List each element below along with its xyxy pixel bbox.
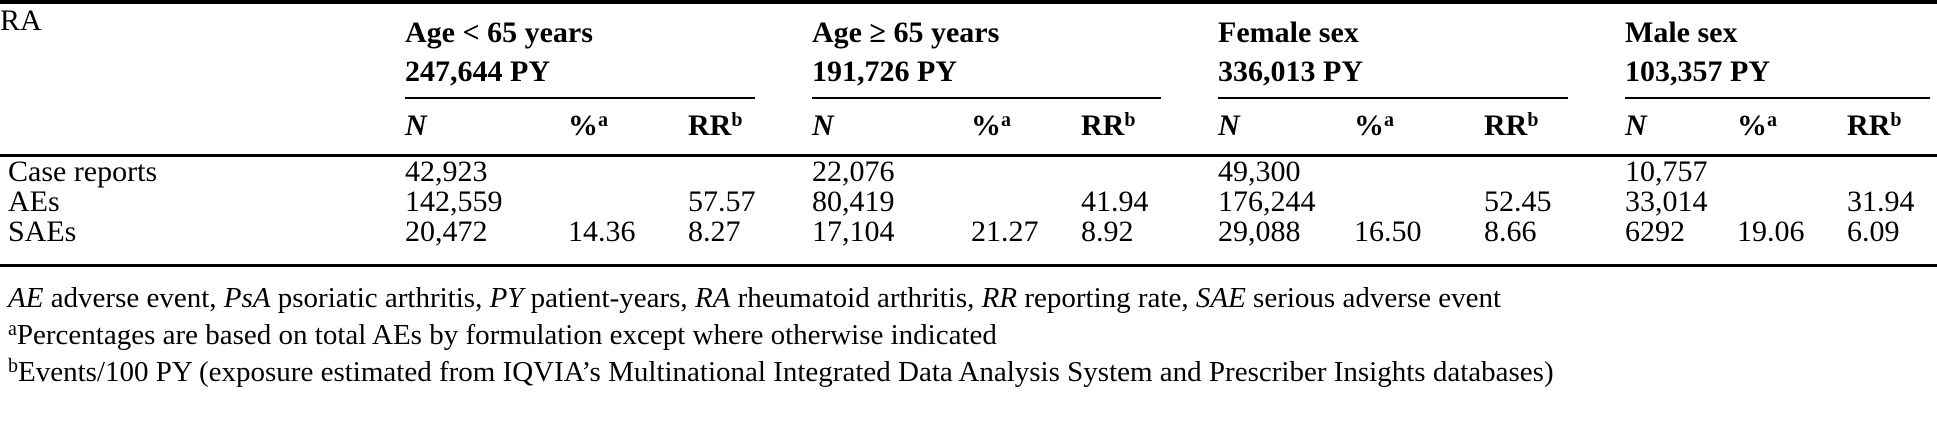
cell-n: 10,757 [1625, 155, 1708, 188]
abbr-term: SAE [1195, 282, 1246, 314]
cell-rr: 31.94 [1847, 185, 1915, 218]
footnote-a: aPercentages are based on total AEs by f… [8, 317, 1937, 354]
cell-rr: 41.94 [1081, 185, 1149, 218]
footnote-b: bEvents/100 PY (exposure estimated from … [8, 354, 1937, 391]
abbr-definition: reporting rate, [1024, 282, 1189, 314]
table-row-aes: AEs 142,559 57.57 80,419 41.94 176,244 5… [0, 187, 1937, 217]
cell-n: 29,088 [1218, 217, 1355, 267]
group-title-line1: Age < 65 years [405, 16, 593, 49]
abbr-definition: adverse event, [50, 282, 217, 314]
col-header-rr: RRb [1847, 99, 1937, 157]
col-header-n: N [812, 99, 972, 157]
cell-pct [1737, 187, 1847, 217]
footnote-marker-b: b [8, 355, 18, 377]
footnotes: AE adverse event, PsA psoriatic arthriti… [0, 267, 1937, 391]
cell-n: 142,559 [405, 185, 503, 218]
group-header-male-sex: Male sex 103,357 PY [1625, 2, 1937, 99]
ra-safety-table: RA Age < 65 years 247,644 PY Age ≥ 65 ye… [0, 0, 1937, 267]
cell-rr: 57.57 [688, 185, 756, 218]
col-header-pct: %a [568, 99, 688, 157]
cell-pct: 14.36 [568, 217, 688, 267]
cell-n: 6292 [1625, 217, 1738, 267]
cell-rr [1847, 156, 1937, 188]
subheader-row: N %a RRb N %a RRb N %a RRb N %a RRb [0, 99, 1937, 157]
footnote-marker-a: a [1001, 109, 1012, 131]
cell-pct [971, 156, 1081, 188]
abbr-term: RR [981, 282, 1018, 314]
footnote-marker-b: b [1890, 109, 1902, 131]
group-title-line1: Male sex [1625, 16, 1738, 49]
footnote-marker-a: a [1384, 109, 1395, 131]
cell-rr: 8.27 [688, 217, 813, 267]
row-label: SAEs [0, 217, 405, 267]
cell-rr [688, 156, 812, 188]
abbr-definition: patient-years, [530, 282, 688, 314]
col-header-pct: %a [1354, 99, 1485, 157]
cell-rr: 6.09 [1847, 217, 1937, 267]
col-header-rr: RRb [1484, 99, 1626, 157]
group-title-line1: Age ≥ 65 years [812, 16, 1000, 49]
group-title-line2: 336,013 PY [1218, 55, 1364, 88]
footnote-a-text: Percentages are based on total AEs by fo… [16, 319, 997, 351]
col-header-n: N [1625, 99, 1738, 157]
cell-pct: 16.50 [1354, 217, 1485, 267]
cell-n: 42,923 [405, 155, 488, 188]
cell-pct [1354, 187, 1484, 217]
group-header-female-sex: Female sex 336,013 PY [1218, 2, 1625, 99]
group-title-line2: 247,644 PY [405, 55, 550, 88]
footnote-marker-b: b [1124, 109, 1136, 131]
footnote-b-text: Events/100 PY (exposure estimated from I… [18, 356, 1554, 388]
cell-pct: 21.27 [971, 217, 1082, 267]
table-corner-label: RA [0, 2, 405, 157]
abbr-term: PsA [223, 282, 271, 314]
footnote-abbreviations: AE adverse event, PsA psoriatic arthriti… [8, 280, 1937, 317]
group-title-line2: 191,726 PY [812, 55, 958, 88]
col-header-rr: RRb [1081, 99, 1219, 157]
cell-rr [1484, 156, 1625, 188]
cell-n: 176,244 [1218, 185, 1316, 218]
cell-rr: 52.45 [1484, 185, 1552, 218]
group-header-row: RA Age < 65 years 247,644 PY Age ≥ 65 ye… [0, 2, 1937, 157]
col-header-n: N [1218, 99, 1355, 157]
footnote-marker-a: a [1767, 109, 1778, 131]
cell-n: 80,419 [812, 185, 895, 218]
footnote-marker-b: b [1527, 109, 1539, 131]
group-title-line2: 103,357 PY [1625, 55, 1771, 88]
cell-pct [568, 187, 688, 217]
abbr-definition: rheumatoid arthritis, [737, 282, 975, 314]
table-row-case-reports: Case reports 42,923 22,076 49,300 10,757 [0, 156, 1937, 188]
group-header-age-ge-65: Age ≥ 65 years 191,726 PY [812, 2, 1218, 99]
col-header-rr: RRb [688, 99, 813, 157]
footnote-marker-a: a [8, 318, 17, 340]
cell-rr: 8.92 [1081, 217, 1219, 267]
cell-n: 20,472 [405, 217, 568, 267]
footnote-marker-a: a [598, 109, 608, 131]
cell-n: 17,104 [812, 217, 972, 267]
abbr-term: PY [489, 282, 524, 314]
cell-pct [1737, 156, 1847, 188]
row-label: Case reports [8, 155, 158, 188]
abbr-term: AE [8, 282, 44, 314]
abbr-definition: serious adverse event [1253, 282, 1502, 314]
cell-pct [971, 187, 1081, 217]
abbr-definition: psoriatic arthritis, [277, 282, 483, 314]
cell-pct [568, 156, 688, 188]
table-row-saes: SAEs 20,472 14.36 8.27 17,104 21.27 8.92… [0, 217, 1937, 267]
cell-pct: 19.06 [1737, 217, 1848, 267]
row-label: AEs [8, 185, 60, 218]
group-header-age-lt-65: Age < 65 years 247,644 PY [405, 2, 812, 99]
cell-pct [1354, 156, 1484, 188]
cell-n: 49,300 [1218, 155, 1301, 188]
footnote-marker-b: b [731, 109, 743, 131]
cell-rr: 8.66 [1484, 217, 1626, 267]
cell-rr [1081, 156, 1218, 188]
cell-n: 22,076 [812, 155, 895, 188]
cell-n: 33,014 [1625, 185, 1708, 218]
col-header-pct: %a [1737, 99, 1848, 157]
col-header-pct: %a [971, 99, 1082, 157]
group-title-line1: Female sex [1218, 16, 1359, 49]
col-header-n: N [405, 99, 568, 157]
abbr-term: RA [694, 282, 731, 314]
